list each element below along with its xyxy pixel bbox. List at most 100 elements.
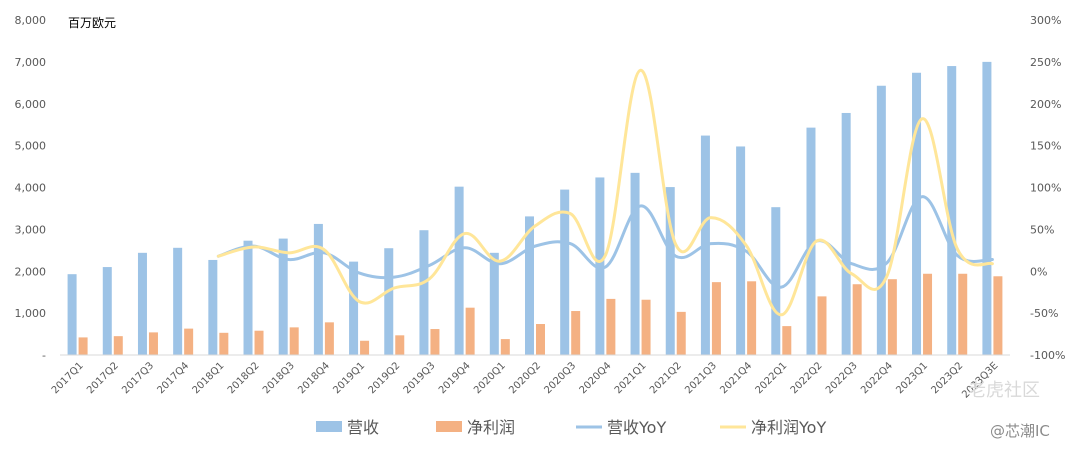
net-profit-bar [219, 332, 229, 355]
net-profit-bar [395, 335, 405, 355]
net-profit-bar [782, 326, 792, 355]
revenue-bar [912, 72, 922, 355]
x-tick-label: 2018Q2 [226, 360, 262, 396]
legend-label: 净利润 [467, 418, 515, 437]
net-profit-bar [324, 322, 334, 355]
net-profit-bar [711, 282, 721, 355]
revenue-bar [313, 223, 323, 355]
x-tick-label: 2021Q4 [718, 360, 754, 396]
left-tick-label: 5,000 [15, 140, 47, 153]
x-tick-label: 2017Q2 [85, 360, 121, 396]
revenue-bar [771, 207, 781, 355]
x-tick-label: 2017Q4 [155, 360, 191, 396]
left-tick-label: 1,000 [15, 307, 47, 320]
net-profit-bar [430, 329, 440, 355]
right-tick-label: 0% [1030, 265, 1047, 278]
left-tick-label: 2,000 [15, 265, 47, 278]
x-tick-label: 2020Q4 [578, 360, 614, 396]
revenue-bar [489, 252, 499, 355]
revenue-bar [384, 248, 394, 355]
legend-label: 营收 [347, 418, 379, 437]
net-profit-bar [641, 299, 651, 355]
revenue-bar [736, 146, 746, 355]
watermark-handle: @芯潮IC [990, 422, 1050, 440]
legend: 营收 净利润 营收YoY 净利润YoY [316, 418, 826, 437]
x-tick-label: 2021Q1 [613, 360, 649, 396]
x-tick-label: 2019Q3 [402, 360, 438, 396]
net-profit-bar [606, 298, 616, 355]
revenue-bar [525, 216, 534, 355]
revenue-bar [67, 274, 77, 355]
net-profit-yoy-line [216, 68, 994, 317]
x-tick-label: 2019Q4 [437, 360, 473, 396]
net-profit-bar [993, 276, 1003, 355]
net-profit-bar [184, 328, 194, 355]
x-tick-label: 2017Q3 [120, 360, 156, 396]
legend-label: 营收YoY [607, 418, 666, 437]
left-tick-label: 3,000 [15, 223, 47, 236]
x-tick-label: 2021Q2 [648, 360, 684, 396]
left-tick-label: - [42, 349, 46, 362]
legend-swatch [436, 421, 462, 432]
x-tick-label: 2021Q3 [683, 360, 719, 396]
x-tick-label: 2018Q3 [261, 360, 297, 396]
x-tick-label: 2023Q2 [930, 360, 966, 396]
x-tick-label: 2019Q1 [331, 360, 367, 396]
net-profit-bar [78, 337, 88, 355]
revenue-bar [137, 252, 147, 355]
net-profit-bar [887, 279, 897, 355]
revenue-bar [454, 186, 464, 355]
revenue-bar [947, 66, 957, 355]
revenue-bar [173, 247, 183, 355]
left-tick-label: 7,000 [15, 56, 47, 69]
revenue-bar [349, 261, 359, 355]
watermark-community: 老虎社区 [968, 380, 1040, 401]
net-profit-bar [289, 327, 299, 355]
right-tick-label: -50% [1030, 307, 1058, 320]
right-tick-label: 50% [1030, 223, 1054, 236]
right-tick-label: 150% [1030, 140, 1061, 153]
x-tick-label: 2020Q1 [472, 360, 508, 396]
net-profit-bar [254, 330, 264, 355]
revenue-bar [630, 172, 640, 355]
net-profit-bar [148, 332, 158, 355]
revenue-bar [278, 238, 288, 355]
net-profit-bar [852, 284, 862, 355]
revenue-bar [841, 112, 851, 356]
net-profit-bar [113, 336, 123, 355]
legend-swatch [316, 421, 342, 432]
legend-label: 净利润YoY [751, 418, 826, 437]
left-tick-label: 4,000 [15, 182, 47, 195]
x-tick-label: 2017Q1 [50, 360, 86, 396]
revenue-bar [102, 267, 112, 355]
x-tick-label: 2022Q4 [859, 360, 895, 396]
x-tick-label: 2020Q3 [542, 360, 578, 396]
right-tick-label: 100% [1030, 182, 1061, 195]
revenue-bar [806, 127, 816, 356]
net-profit-bar [676, 311, 686, 355]
left-axis-unit-label: 百万欧元 [68, 16, 116, 30]
left-tick-label: 6,000 [15, 98, 47, 111]
x-tick-label: 2022Q1 [754, 360, 790, 396]
x-tick-label: 2020Q2 [507, 360, 543, 396]
right-tick-label: 200% [1030, 98, 1061, 111]
x-tick-label: 2022Q2 [789, 360, 825, 396]
net-profit-bar [571, 311, 581, 355]
net-profit-bar [500, 339, 510, 355]
revenue-bar [419, 230, 429, 355]
net-profit-bar [923, 273, 933, 355]
x-tick-label: 2022Q3 [824, 360, 860, 396]
net-profit-bar [465, 307, 475, 355]
right-tick-label: -100% [1030, 349, 1065, 362]
revenue-bar [982, 61, 992, 355]
net-profit-bar [536, 324, 545, 355]
right-tick-label: 300% [1030, 14, 1061, 27]
x-tick-label: 2018Q4 [296, 360, 332, 396]
right-tick-label: 250% [1030, 56, 1061, 69]
revenue-bar [560, 189, 570, 355]
net-profit-bar [360, 340, 370, 355]
revenue-bar [243, 240, 253, 355]
net-profit-bar [817, 296, 827, 355]
x-tick-label: 2023Q1 [894, 360, 930, 396]
